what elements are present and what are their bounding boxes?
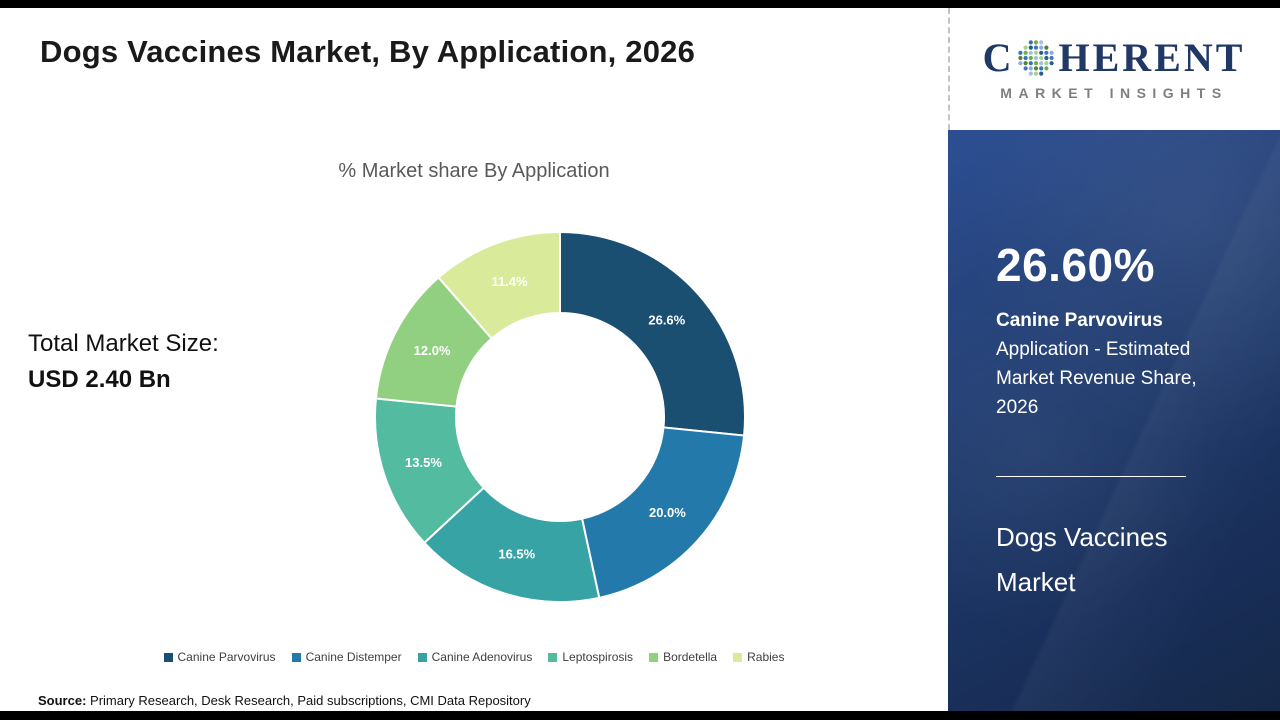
segment-value-label: 12.0% [414,343,451,358]
segment-value-label: 16.5% [498,546,535,561]
logo-area: C HERENT MARKET INSIGHTS [948,8,1278,130]
bottom-border-bar [0,711,1280,720]
legend-label: Canine Distemper [305,650,402,664]
segment-value-label: 11.4% [491,274,528,289]
sidebar: C HERENT MARKET INSIGHTS 26.60% Canine P… [948,8,1280,712]
legend-item: Bordetella [649,650,717,664]
legend-swatch [417,652,427,662]
legend-swatch [163,652,173,662]
chart-legend: Canine Parvovirus Canine Distemper Canine … [0,650,948,664]
source-text: Primary Research, Desk Research, Paid su… [86,693,531,708]
dotted-globe-icon [1017,39,1055,77]
market-size-value: USD 2.40 Bn [28,366,171,393]
segment-value-label: 20.0% [649,505,686,520]
legend-label: Canine Adenovirus [431,650,533,664]
legend-swatch [548,652,558,662]
donut-segment-0 [559,230,746,437]
segment-value-label: 13.5% [405,455,442,470]
legend-swatch [649,652,659,662]
market-size-block: Total Market Size: USD 2.40 Bn [28,326,219,398]
legend-item: Canine Adenovirus [417,650,533,664]
top-border-bar [0,0,1280,8]
legend-swatch [733,652,743,662]
sidebar-divider [996,476,1186,477]
donut-chart: 26.6% 20.0% 16.5% 13.5% 12.0% 11.4% [374,230,746,603]
highlight-percentage: 26.60% [996,239,1156,291]
highlight-description: Canine Parvovirus Application - Estimate… [996,306,1234,422]
sidebar-market-title: Dogs Vaccines Market [996,522,1168,597]
logo-text-prefix: C [982,34,1015,80]
legend-item: Canine Parvovirus [163,650,276,664]
donut-segment-5 [437,230,561,340]
logo-subtitle: MARKET INSIGHTS [1000,84,1228,101]
legend-item: Rabies [733,650,784,664]
legend-item: Canine Distemper [291,650,402,664]
chart-subtitle: % Market share By Application [338,160,610,182]
logo-text-suffix: HERENT [1058,34,1246,80]
legend-label: Rabies [747,650,785,664]
sidebar-highlight-panel: 26.60% Canine Parvovirus Application - E… [948,130,1280,712]
coherent-logo: C HERENT [982,34,1246,80]
legend-item: Leptospirosis [548,650,633,664]
highlight-segment-name: Canine Parvovirus [996,310,1163,331]
donut-segment-1 [580,426,746,599]
legend-swatch [291,652,301,662]
segment-value-label: 26.6% [648,312,685,327]
legend-label: Leptospirosis [562,650,634,664]
highlight-text: Application - Estimated Market Revenue S… [996,339,1197,418]
page-title: Dogs Vaccines Market, By Application, 20… [40,34,696,69]
market-size-label: Total Market Size: [28,330,219,357]
source-line: Source: Primary Research, Desk Research,… [38,693,531,708]
source-label: Source: [38,693,87,708]
legend-label: Bordetella [663,650,718,664]
legend-label: Canine Parvovirus [177,650,276,664]
